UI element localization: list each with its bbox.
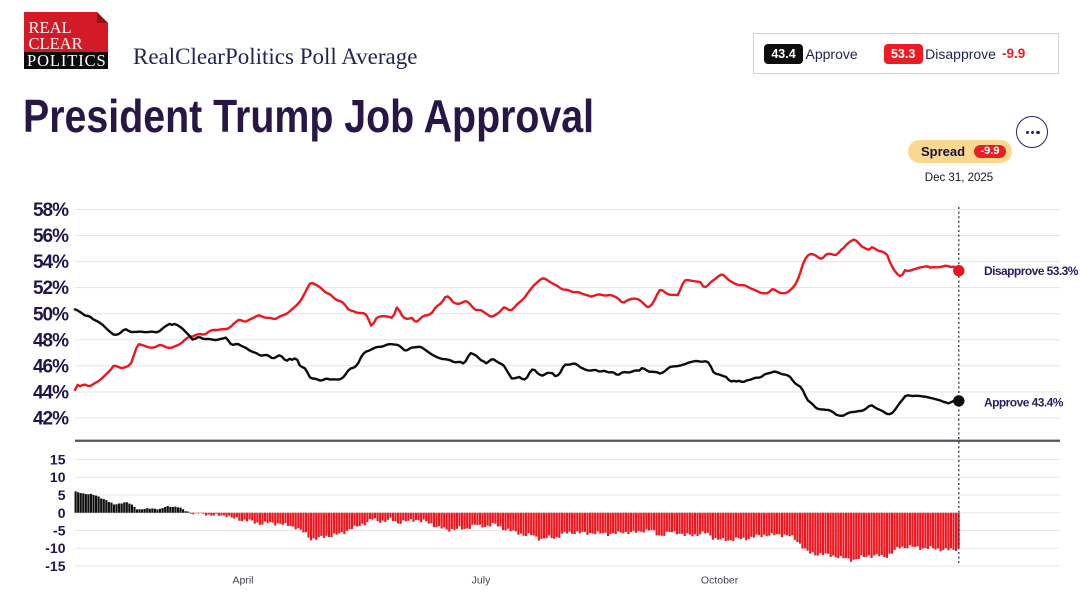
- svg-text:10: 10: [50, 469, 66, 485]
- svg-text:58%: 58%: [33, 200, 69, 221]
- svg-text:April: April: [232, 575, 253, 587]
- svg-text:Approve 43.4%: Approve 43.4%: [984, 396, 1064, 410]
- svg-text:15: 15: [50, 452, 66, 468]
- svg-text:50%: 50%: [33, 304, 69, 325]
- svg-text:5: 5: [58, 487, 66, 503]
- svg-text:July: July: [472, 575, 491, 587]
- svg-text:42%: 42%: [33, 409, 69, 430]
- svg-text:0: 0: [58, 505, 66, 521]
- svg-text:54%: 54%: [33, 252, 69, 273]
- svg-text:46%: 46%: [33, 356, 69, 377]
- svg-text:52%: 52%: [33, 278, 69, 299]
- svg-text:Disapprove 53.3%: Disapprove 53.3%: [984, 264, 1079, 278]
- svg-text:56%: 56%: [33, 226, 69, 247]
- svg-text:44%: 44%: [33, 383, 69, 404]
- svg-text:-5: -5: [53, 523, 66, 539]
- svg-text:48%: 48%: [33, 330, 69, 351]
- svg-text:-15: -15: [45, 558, 65, 574]
- svg-text:October: October: [701, 575, 739, 587]
- svg-text:-10: -10: [45, 540, 65, 556]
